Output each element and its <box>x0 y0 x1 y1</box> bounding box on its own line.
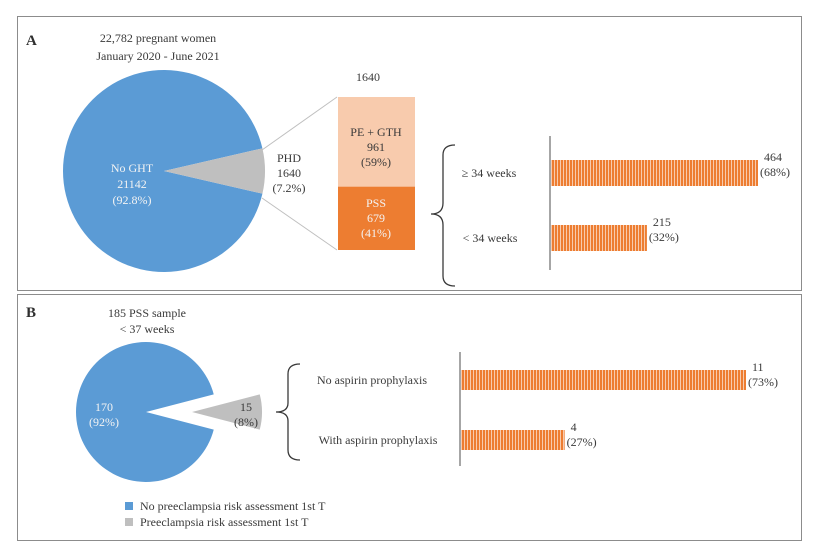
bars-a-percent-0: (68%) <box>760 165 790 179</box>
bars-a: ≥ 34 weeks 464(68%) < 34 weeks 215(32%) <box>462 150 790 251</box>
pie-a-blue-label-1: No GHT <box>111 161 154 175</box>
bars-b-bar-0 <box>461 370 746 390</box>
legend-swatch-blue <box>125 502 133 510</box>
pie-b-gray-label-2: (8%) <box>234 415 258 429</box>
panel-b-header-line1: 185 PSS sample <box>108 306 186 320</box>
pie-a-slice-no-ght <box>62 69 263 272</box>
legend-swatch-gray <box>125 518 133 526</box>
stack-segment-pss <box>338 186 415 250</box>
panel-a-header-line1: 22,782 pregnant women <box>100 31 216 45</box>
pie-b <box>76 342 262 483</box>
panel-b-header-line2: < 37 weeks <box>120 322 175 336</box>
pie-b-slice-no-assessment <box>76 342 214 483</box>
bars-b-bar-1 <box>461 430 565 450</box>
legend-label-1: No preeclampsia risk assessment 1st T <box>140 499 326 513</box>
bars-a-bar-0 <box>551 160 758 186</box>
bars-b-category-0: No aspirin prophylaxis <box>317 373 427 387</box>
pie-b-blue-label-2: (92%) <box>89 415 119 429</box>
pie-b-blue-label-1: 170 <box>95 400 113 414</box>
pie-a-gray-label-3: (7.2%) <box>273 181 306 195</box>
bars-a-value-0: 464 <box>764 150 782 164</box>
bars-b: No aspirin prophylaxis 11(73%) With aspiri… <box>317 360 778 450</box>
pie-b-gray-label-1: 15 <box>240 400 252 414</box>
stack-bottom-label-2: 679 <box>367 211 385 225</box>
bars-b-percent-1: (27%) <box>567 435 597 449</box>
stack-top-label-2: 961 <box>367 140 385 154</box>
brace-a <box>430 144 456 287</box>
connector-top <box>261 96 338 151</box>
bars-b-category-1: With aspirin prophylaxis <box>319 433 438 447</box>
pie-a-blue-label-2: 21142 <box>117 177 147 191</box>
stack-top-label-3: (59%) <box>361 155 391 169</box>
pie-a <box>62 69 265 272</box>
pie-a-gray-label-1: PHD <box>277 151 301 165</box>
stack-top-label-1: PE + GTH <box>350 125 402 139</box>
pie-a-slice-phd <box>164 148 265 194</box>
brace-b <box>275 363 301 461</box>
pie-a-gray-label-2: 1640 <box>277 166 301 180</box>
panel-a-frame <box>17 16 802 291</box>
panel-b-label: B <box>26 305 36 321</box>
pie-a-blue-label-3: (92.8%) <box>113 193 152 207</box>
stack-total-label: 1640 <box>356 70 380 84</box>
bars-a-category-1: < 34 weeks <box>463 231 518 245</box>
bars-b-value-1: 4 <box>571 420 577 434</box>
bars-a-bar-1 <box>551 225 647 251</box>
panel-b-frame <box>17 294 802 541</box>
legend: No preeclampsia risk assessment 1st T Pr… <box>125 499 326 529</box>
bars-b-percent-0: (73%) <box>748 375 778 389</box>
bars-a-percent-1: (32%) <box>649 230 679 244</box>
bars-a-category-0: ≥ 34 weeks <box>462 166 517 180</box>
stack-bottom-label-3: (41%) <box>361 226 391 240</box>
stack-bottom-label-1: PSS <box>366 196 386 210</box>
bars-b-value-0: 11 <box>752 360 764 374</box>
connector-bottom <box>261 197 338 251</box>
stack-segment-pe-gth <box>338 97 415 187</box>
pie-b-slice-assessment <box>192 394 262 430</box>
bars-a-value-1: 215 <box>653 215 671 229</box>
panel-a-header-line2: January 2020 - June 2021 <box>96 49 219 63</box>
panel-a-label: A <box>26 33 37 49</box>
legend-label-2: Preeclampsia risk assessment 1st T <box>140 515 309 529</box>
